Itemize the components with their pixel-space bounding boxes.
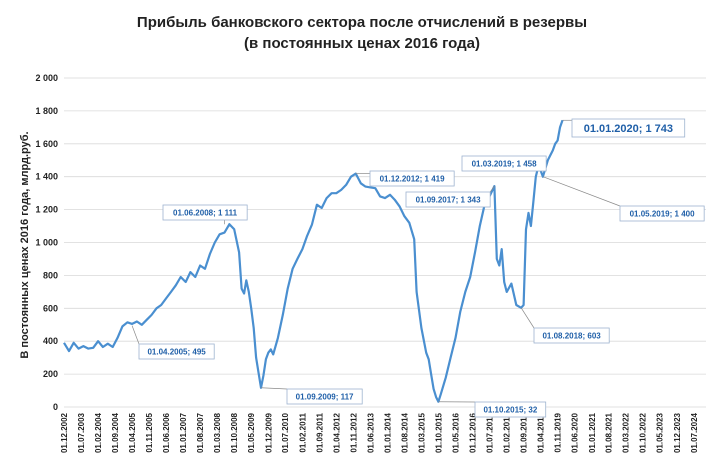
x-tick-label: 01.10.2015 (434, 412, 443, 453)
annotation-box (619, 205, 705, 222)
x-tick-label: 01.03.2022 (622, 412, 631, 453)
x-tick-label: 01.02.2004 (94, 412, 103, 453)
annotation-label: 01.08.2018; 603 (542, 331, 601, 340)
x-tick-label: 01.11.2019 (554, 412, 563, 452)
x-tick-label: 01.05.2023 (656, 412, 665, 453)
y-tick-label: 200 (43, 369, 58, 379)
y-tick-label: 1 200 (35, 205, 58, 215)
annotation-leader (542, 176, 621, 207)
series-line (63, 119, 564, 403)
x-tick-label: 01.09.2004 (111, 412, 120, 453)
annotation-leader (131, 325, 140, 345)
x-tick-labels: 01.12.2002 01.07.2003 01.02.2004 01.09.2004… (60, 412, 699, 453)
x-tick-label: 01.01.2014 (383, 412, 392, 453)
x-tick-label: 01.05.2016 (451, 412, 460, 453)
annotation-box (286, 388, 363, 405)
x-tick-label: 01.12.2016 (469, 412, 478, 453)
annotation-label: 01.04.2005; 495 (147, 347, 206, 356)
annotation-box (474, 401, 547, 418)
annotation-label: 01.10.2015; 32 (483, 405, 537, 414)
x-tick-label: 01.06.2013 (366, 412, 375, 453)
annotation-label: 01.01.2020; 1 743 (584, 123, 673, 135)
chart-title: Прибыль банковского сектора после отчисл… (137, 14, 587, 31)
y-tick-label: 800 (43, 270, 58, 280)
annotation-box (461, 155, 547, 172)
x-tick-label: 01.01.2021 (588, 412, 597, 453)
annotation-box (571, 118, 686, 138)
x-tick-label: 01.10.2022 (639, 412, 648, 453)
series-layer (63, 119, 564, 403)
x-tick-label: 01.12.2009 (264, 412, 273, 453)
annotation-leader (260, 387, 288, 390)
x-tick-label: 01.01.2007 (179, 412, 188, 453)
annotation-label: 01.09.2009; 117 (296, 392, 354, 401)
x-tick-label: 01.02.2018 (503, 412, 512, 453)
y-tick-label: 0 (53, 402, 58, 412)
y-axis-label: В постоянных ценах 2016 года, млрд.руб. (19, 131, 31, 358)
x-tick-label: 01.04.2019 (537, 412, 546, 453)
x-tick-label: 01.11.2012 (349, 412, 358, 452)
x-tick-label: 01.08.2007 (196, 412, 205, 453)
x-tick-label: 01.03.2015 (417, 412, 426, 453)
y-tick-label: 1 000 (35, 238, 58, 248)
annotation-label: 01.03.2019; 1 458 (472, 159, 537, 168)
x-tick-label: 01.03.2008 (213, 412, 222, 453)
y-tick-label: 400 (43, 336, 58, 346)
x-tick-label: 01.07.2003 (77, 412, 86, 453)
annotation-box (533, 327, 610, 344)
y-tick-label: 2 000 (35, 73, 58, 83)
x-tick-label: 01.06.2006 (162, 412, 171, 453)
x-tick-label: 01.12.2002 (60, 412, 69, 453)
chart-subtitle: (в постоянных ценах 2016 года) (244, 35, 480, 52)
y-tick-label: 1 800 (35, 106, 58, 116)
x-tick-label: 01.04.2005 (128, 412, 137, 453)
annotation-label: 01.05.2019; 1 400 (630, 209, 695, 218)
y-tick-label: 1 600 (35, 139, 58, 149)
annotation-label: 01.09.2017; 1 343 (416, 195, 481, 204)
x-tick-label: 01.09.2011 (315, 412, 324, 452)
x-tick-label: 01.09.2018 (520, 412, 529, 453)
x-tick-label: 01.07.2010 (281, 412, 290, 453)
annotation-layer: 01.04.2005; 495 01.06.2008; 1 111 01.09.20… (131, 118, 705, 418)
y-tick-labels: 0 200 400 600 800 1 000 1 200 1 400 1 600 1 800 2 … (35, 73, 58, 412)
x-tick-label: 01.02.2011 (298, 412, 307, 452)
annotation-box (405, 191, 491, 208)
annotation-leader (489, 185, 495, 193)
x-tick-label: 01.06.2020 (571, 412, 580, 453)
annotation-leader (520, 307, 535, 329)
x-tick-label: 01.07.2017 (485, 412, 494, 453)
x-tick-label: 01.11.2005 (145, 412, 154, 452)
annotation-label: 01.12.2012; 1 419 (380, 174, 445, 183)
x-tick-label: 01.10.2008 (230, 412, 239, 453)
annotation-box (138, 343, 215, 360)
y-tick-label: 600 (43, 303, 58, 313)
x-tick-label: 01.12.2023 (673, 412, 682, 453)
x-tick-label: 01.07.2024 (690, 412, 699, 453)
x-tick-label: 01.05.2009 (247, 412, 256, 453)
x-tick-label: 01.08.2014 (400, 412, 409, 453)
y-tick-label: 1 400 (35, 172, 58, 182)
annotation-box (369, 170, 455, 187)
annotation-label: 01.06.2008; 1 111 (173, 208, 238, 217)
x-tick-label: 01.08.2021 (605, 412, 614, 453)
x-tick-label: 01.04.2012 (332, 412, 341, 453)
annotation-box (162, 204, 248, 221)
